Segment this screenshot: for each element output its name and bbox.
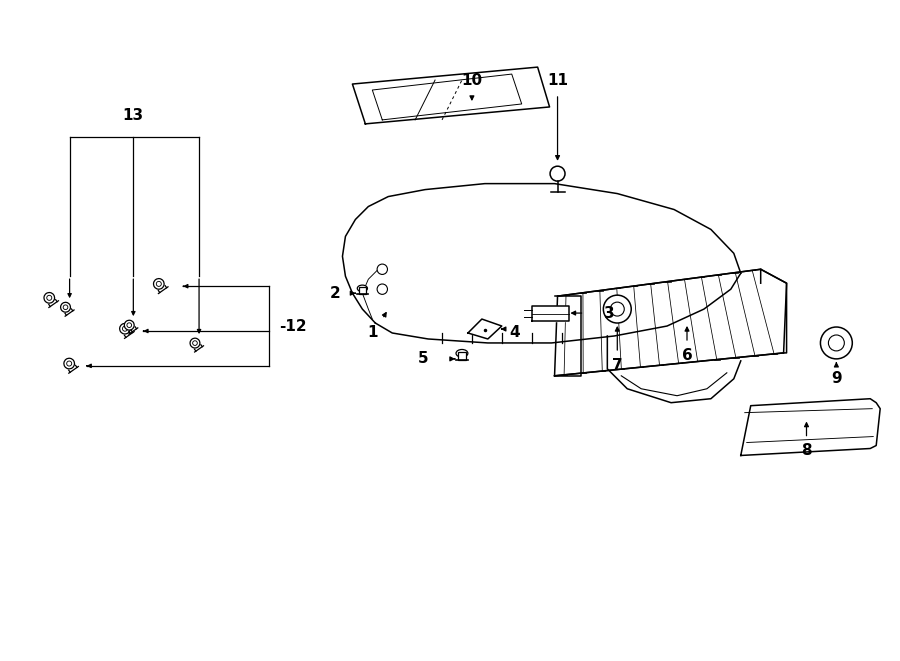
- Circle shape: [154, 278, 164, 289]
- Circle shape: [63, 305, 68, 309]
- FancyBboxPatch shape: [359, 287, 365, 293]
- Circle shape: [124, 320, 134, 330]
- Ellipse shape: [357, 285, 367, 292]
- Polygon shape: [554, 269, 787, 376]
- Circle shape: [60, 302, 70, 312]
- Circle shape: [157, 282, 161, 286]
- Polygon shape: [343, 184, 741, 343]
- Circle shape: [67, 361, 72, 366]
- Ellipse shape: [456, 350, 468, 357]
- Polygon shape: [532, 306, 570, 321]
- Circle shape: [377, 264, 388, 274]
- Text: -12: -12: [279, 319, 306, 334]
- Circle shape: [821, 327, 852, 359]
- Circle shape: [190, 338, 200, 348]
- Circle shape: [122, 326, 128, 331]
- Text: 13: 13: [122, 108, 144, 123]
- Text: 2: 2: [330, 286, 341, 301]
- Circle shape: [44, 293, 55, 303]
- Polygon shape: [468, 319, 502, 339]
- Circle shape: [47, 295, 52, 300]
- Text: 5: 5: [418, 352, 428, 366]
- Text: 4: 4: [509, 325, 520, 340]
- Text: 6: 6: [681, 348, 692, 364]
- Polygon shape: [741, 399, 880, 455]
- Circle shape: [64, 358, 75, 369]
- Circle shape: [377, 284, 388, 294]
- Circle shape: [127, 323, 131, 327]
- Text: 3: 3: [604, 305, 615, 321]
- Circle shape: [603, 295, 631, 323]
- Circle shape: [828, 335, 844, 351]
- Text: 10: 10: [462, 73, 482, 87]
- Text: 1: 1: [367, 325, 378, 340]
- Text: 7: 7: [612, 358, 623, 373]
- Text: 9: 9: [831, 371, 842, 386]
- Circle shape: [550, 166, 565, 181]
- Circle shape: [120, 323, 130, 334]
- FancyBboxPatch shape: [458, 352, 466, 360]
- Polygon shape: [353, 67, 550, 124]
- Text: 8: 8: [801, 443, 812, 458]
- Circle shape: [610, 302, 625, 316]
- Text: 11: 11: [547, 73, 568, 87]
- Circle shape: [193, 341, 197, 346]
